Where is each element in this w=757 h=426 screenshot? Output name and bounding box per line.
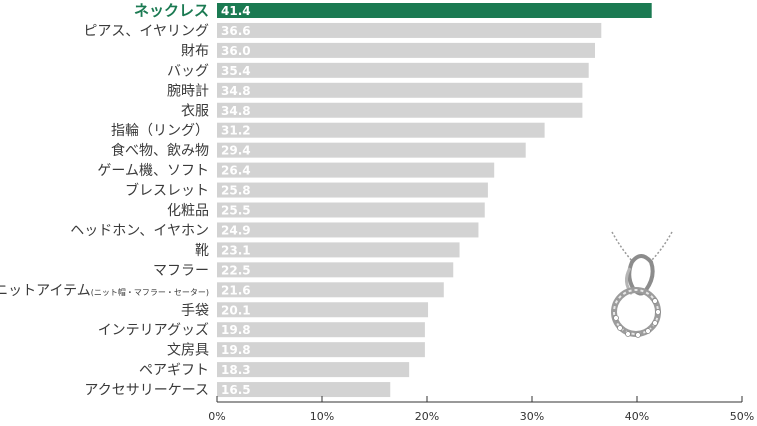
bar: [217, 362, 410, 378]
bar: [217, 162, 495, 178]
x-tick-label: 50%: [730, 410, 754, 423]
data-label: 26.4: [221, 164, 251, 178]
category-label: インテリアグッズ: [98, 323, 209, 339]
category-label: ピアス、イヤリング: [83, 23, 209, 39]
data-label: 31.2: [221, 124, 251, 138]
category-label: 靴: [195, 243, 209, 259]
data-label: 34.8: [221, 104, 251, 118]
data-label: 19.8: [221, 323, 251, 337]
x-tick-label: 20%: [415, 410, 439, 423]
bar: [217, 102, 583, 118]
bar: [217, 142, 526, 158]
data-label: 36.0: [221, 44, 251, 58]
data-label: 16.5: [221, 383, 251, 397]
category-label: 財布: [181, 43, 209, 59]
category-label: バッグ: [167, 63, 209, 79]
bar: [217, 182, 488, 198]
bar: [217, 242, 460, 258]
bar: [217, 82, 583, 98]
data-label: 24.9: [221, 223, 251, 237]
bar: [217, 222, 479, 238]
category-label: ネックレス: [134, 2, 209, 20]
data-label: 23.1: [221, 243, 251, 257]
category-label: ペアギフト: [139, 363, 209, 379]
category-label: ヘッドホン、イヤホン: [70, 223, 209, 239]
data-label: 35.4: [221, 64, 251, 78]
category-label: 衣服: [181, 103, 209, 119]
category-label: 指輪（リング）: [111, 122, 209, 139]
category-label: ニットアイテム(ニット帽・マフラー・セーター): [0, 283, 209, 299]
bar: [217, 342, 425, 358]
data-label: 25.8: [221, 184, 251, 198]
x-axis: 0% 10% 20% 30% 40% 50%: [208, 396, 754, 423]
data-label: 19.8: [221, 343, 251, 357]
category-label: ブレスレット: [125, 182, 209, 199]
bar: [217, 262, 454, 278]
bar: [217, 322, 425, 338]
data-label: 18.3: [221, 363, 251, 377]
bars-layer: 41.4 ネックレス 36.6 ピアス、イヤリング 36.0 財布 35.4 バッグ 34.8 腕…: [0, 2, 652, 399]
data-label: 41.4: [221, 4, 251, 18]
data-label: 20.1: [221, 303, 251, 317]
bar: [217, 122, 545, 138]
category-label: 手袋: [181, 303, 209, 319]
x-tick-label: 30%: [520, 410, 544, 423]
bar: [217, 282, 444, 298]
category-label: ゲーム機、ソフト: [97, 163, 209, 179]
bar: [217, 3, 652, 18]
bar: [217, 382, 391, 398]
x-tick-label: 10%: [310, 410, 334, 423]
data-label: 29.4: [221, 144, 251, 158]
data-label: 34.8: [221, 84, 251, 98]
necklace-pendant-icon: [611, 231, 673, 338]
category-label: 食べ物、飲み物: [111, 142, 209, 159]
category-label: マフラー: [153, 263, 209, 279]
category-label: 腕時計: [167, 83, 209, 99]
data-label: 25.5: [221, 204, 251, 218]
bar: [217, 302, 429, 318]
x-tick-label: 0%: [208, 410, 225, 423]
data-label: 22.5: [221, 263, 251, 277]
category-label: アクセサリーケース: [84, 383, 209, 399]
data-label: 36.6: [221, 24, 251, 38]
x-tick-label: 40%: [625, 410, 649, 423]
bar: [217, 62, 589, 78]
category-label: 化粧品: [167, 203, 209, 219]
data-label: 21.6: [221, 283, 251, 297]
bar: [217, 22, 602, 38]
bar: [217, 202, 485, 218]
category-label: 文房具: [167, 343, 209, 359]
bar: [217, 42, 595, 58]
